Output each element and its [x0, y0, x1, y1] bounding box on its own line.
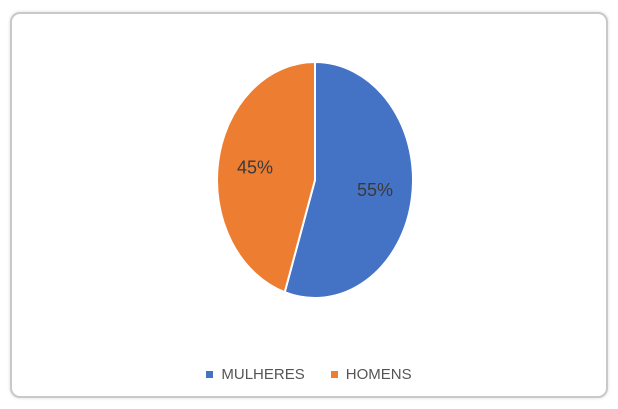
pie-slice-mulheres: [283, 60, 414, 299]
data-label-homens: 45%: [237, 157, 273, 177]
chart-legend: MULHERES HOMENS: [0, 366, 618, 383]
legend-label-mulheres: MULHERES: [221, 366, 305, 383]
legend-item-mulheres: MULHERES: [206, 366, 305, 383]
legend-swatch-mulheres: [206, 371, 214, 378]
data-label-mulheres: 55%: [357, 180, 393, 200]
legend-item-homens: HOMENS: [330, 366, 412, 383]
legend-swatch-homens: [330, 371, 338, 378]
pie-slice-homens: [216, 60, 316, 294]
legend-label-homens: HOMENS: [345, 366, 412, 383]
